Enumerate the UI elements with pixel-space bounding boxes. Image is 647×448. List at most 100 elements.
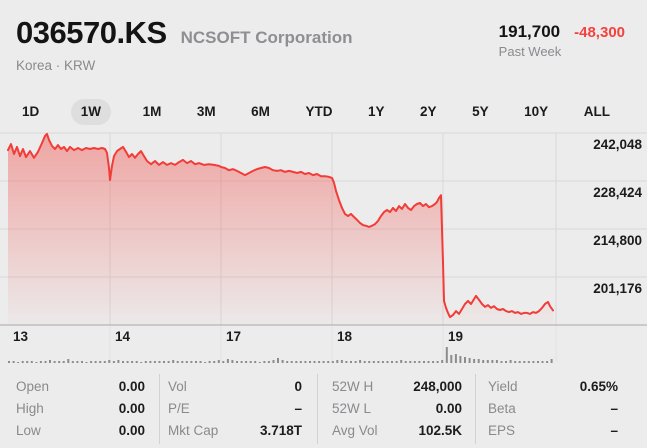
volume-bar (427, 361, 430, 363)
volume-bar (204, 362, 207, 363)
volume-bar (53, 361, 56, 363)
volume-bar (254, 361, 257, 363)
volume-bar (327, 361, 330, 363)
volume-bar (67, 359, 70, 363)
stat-value: – (610, 423, 618, 438)
volume-bar (131, 361, 134, 363)
range-tab-1w[interactable]: 1W (70, 99, 112, 125)
volume-bar (249, 361, 252, 363)
stat-row-52w-l: 52W L 0.00 (332, 398, 462, 420)
volume-bar (58, 361, 61, 363)
stat-label: Avg Vol (332, 423, 378, 438)
stat-row-low: Low 0.00 (16, 420, 145, 442)
range-tab-3m[interactable]: 3M (196, 104, 216, 119)
price-block: 191,700 -48,300 Past Week (499, 22, 625, 59)
volume-bar (523, 361, 526, 363)
volume-bar (372, 361, 375, 363)
stat-row-open: Open 0.00 (16, 376, 145, 398)
stat-row-avg-vol: Avg Vol 102.5K (332, 420, 462, 442)
volume-bar (354, 361, 357, 363)
price-change: -48,300 (574, 24, 625, 41)
range-tab-1m[interactable]: 1M (142, 104, 162, 119)
stat-value: – (294, 401, 302, 416)
stat-value: 102.5K (418, 423, 462, 438)
volume-bar (217, 360, 220, 363)
volume-bar (400, 360, 403, 363)
price-chart[interactable]: 242,048 228,424 214,800 201,176 13 14 17 18 19 (0, 118, 647, 368)
stat-label: Open (16, 379, 50, 394)
volume-bar (509, 360, 512, 363)
volume-bar (331, 361, 334, 363)
volume-bar (500, 361, 503, 363)
stat-value: 0.00 (118, 379, 145, 394)
volume-bar (418, 361, 421, 363)
volume-bar (368, 361, 371, 363)
range-tab-5y[interactable]: 5Y (472, 104, 489, 119)
x-axis-label: 14 (115, 329, 131, 344)
exchange-currency: Korea · KRW (16, 58, 96, 73)
volume-bar (468, 358, 471, 363)
volume-bar (309, 361, 311, 363)
volume-bar (486, 360, 489, 363)
volume-bar (464, 357, 466, 363)
volume-bar (299, 361, 302, 363)
stat-value: 0.00 (118, 401, 145, 416)
volume-bar (76, 361, 79, 363)
stat-row-yield: Yield 0.65% (488, 376, 618, 398)
stat-value: 248,000 (413, 379, 462, 394)
volume-bar (386, 361, 389, 363)
price-line (7, 132, 554, 319)
range-tab-ytd[interactable]: YTD (305, 104, 333, 119)
volume-bar (267, 361, 270, 363)
stat-row-mkt-cap: Mkt Cap 3.718T (168, 420, 302, 442)
volume-bar (236, 361, 238, 363)
stat-row-p-e: P/E – (168, 398, 302, 420)
volume-bar (409, 361, 412, 363)
volume-bar (39, 361, 42, 363)
stat-label: Beta (488, 401, 516, 416)
range-tab-1d[interactable]: 1D (22, 104, 40, 119)
volume-bar (35, 362, 38, 363)
range-tab-all[interactable]: ALL (583, 104, 610, 119)
volume-bar (44, 361, 47, 363)
volume-bar (272, 360, 275, 363)
volume-bar (532, 361, 535, 363)
stats-column: Open 0.00 High 0.00 Low 0.00 (0, 374, 159, 444)
range-tab-10y[interactable]: 10Y (524, 104, 549, 119)
volume-bar (122, 361, 124, 363)
stat-label: P/E (168, 401, 190, 416)
stats-column: Vol 0 P/E – Mkt Cap 3.718T (159, 374, 317, 444)
volume-bar (112, 361, 115, 363)
stat-label: Low (16, 423, 41, 438)
volume-bar (546, 361, 549, 363)
volume-bar (231, 360, 234, 363)
volume-bar (263, 361, 266, 363)
range-tab-6m[interactable]: 6M (251, 104, 270, 119)
volume-bar (286, 361, 289, 363)
volume-bar (377, 361, 380, 363)
stat-value: 0 (294, 379, 302, 394)
y-axis-label: 201,176 (593, 281, 642, 296)
volume-bar (541, 361, 544, 363)
volume-bar (226, 359, 229, 363)
volume-bar (482, 360, 485, 363)
volume-bar (441, 360, 444, 363)
current-price: 191,700 (498, 22, 561, 41)
stat-label: Mkt Cap (168, 423, 219, 438)
volume-bar (117, 360, 120, 363)
volume-bar (222, 361, 225, 363)
volume-bar (336, 360, 339, 363)
volume-bar (454, 354, 457, 363)
stat-label: 52W L (332, 401, 372, 416)
volume-bar (473, 359, 476, 363)
stat-value: 0.00 (435, 401, 462, 416)
range-tab-1y[interactable]: 1Y (368, 104, 385, 119)
volume-bar (258, 362, 261, 363)
x-axis-label: 13 (13, 329, 29, 344)
volume-bar (537, 361, 539, 363)
volume-bar (345, 361, 348, 363)
volume-bar (413, 361, 416, 363)
range-tab-2y[interactable]: 2Y (420, 104, 437, 119)
volume-bar (514, 361, 517, 363)
